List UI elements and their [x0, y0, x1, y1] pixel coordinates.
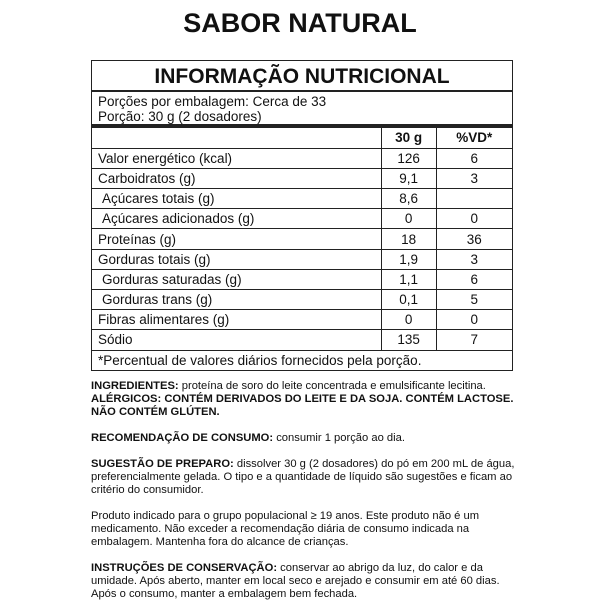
portion-info: Porções por embalagem: Cerca de 33 Porçã… [92, 92, 512, 128]
nutrient-table: 30 g %VD* Valor energético (kcal) 126 6 Car… [92, 128, 512, 351]
nutrient-row: Sódio 135 7 [92, 329, 512, 351]
nutrient-dv: 7 [435, 329, 512, 351]
header-dv: %VD* [435, 128, 512, 149]
nutrient-row: Açúcares adicionados (g) 0 0 [92, 208, 512, 230]
recommendation-label: RECOMENDAÇÃO DE CONSUMO: [91, 432, 274, 444]
preparation: SUGESTÃO DE PREPARO: dissolver 30 g (2 d… [91, 458, 521, 497]
nutrient-name: Açúcares adicionados (g) [92, 208, 382, 230]
ingredients-label: INGREDIENTES: [91, 380, 179, 392]
nutrient-name: Carboidratos (g) [92, 168, 382, 190]
nutrient-row: Açúcares totais (g) 8,6 [92, 188, 512, 210]
warning: Produto indicado para o grupo populacion… [91, 510, 480, 548]
nutrient-amount: 135 [380, 329, 437, 351]
storage-text: conservar ao abrigo da luz, do calor e d… [91, 562, 500, 600]
nutrient-name: Valor energético (kcal) [92, 148, 382, 169]
nutrient-amount: 1,1 [380, 269, 437, 291]
serving-size: Porção: 30 g (2 dosadores) [98, 109, 262, 124]
nutrient-dv: 6 [435, 269, 512, 291]
nutrient-row: Carboidratos (g) 9,1 3 [92, 168, 512, 190]
product-flavor-title: SABOR NATURAL [183, 8, 417, 38]
nutrient-row: Proteínas (g) 18 36 [92, 228, 512, 250]
nutrient-row: Gorduras saturadas (g) 1,1 6 [92, 269, 512, 291]
nutrient-name: Açúcares totais (g) [92, 188, 382, 210]
storage: INSTRUÇÕES DE CONSERVAÇÃO: conservar ao … [91, 562, 521, 601]
nutrient-dv [435, 188, 512, 210]
nutrient-name: Gorduras totais (g) [92, 249, 382, 270]
nutrient-row: Valor energético (kcal) 126 6 [92, 148, 512, 169]
preparation-label: SUGESTÃO DE PREPARO: [91, 458, 234, 470]
nutrient-dv: 3 [435, 249, 512, 270]
recommendation-text: consumir 1 porção ao dia. [273, 432, 405, 444]
nutrient-amount: 126 [380, 148, 437, 169]
nutrient-row: Gorduras totais (g) 1,9 3 [92, 249, 512, 270]
preparation-text: dissolver 30 g (2 dosadores) do pó em 20… [91, 458, 515, 496]
nutrient-name: Gorduras trans (g) [92, 289, 382, 311]
nutrient-row: Gorduras trans (g) 0,1 5 [92, 289, 512, 311]
nutrient-dv: 0 [435, 208, 512, 230]
servings-per-package: Porções por embalagem: Cerca de 33 [98, 94, 327, 109]
storage-label: INSTRUÇÕES DE CONSERVAÇÃO: [91, 562, 278, 574]
nutrient-dv: 36 [435, 228, 512, 250]
nutrient-amount: 1,9 [380, 249, 437, 270]
nutrient-dv: 0 [435, 309, 512, 331]
nutrient-amount: 18 [380, 228, 437, 250]
nutrient-name: Gorduras saturadas (g) [92, 269, 382, 291]
nutrient-dv: 5 [435, 289, 512, 311]
nutrition-heading: INFORMAÇÃO NUTRICIONAL [92, 61, 512, 92]
nutrient-amount: 0 [380, 309, 437, 331]
nutrient-amount: 0,1 [380, 289, 437, 311]
product-information: INGREDIENTES: proteína de soro do leite … [91, 380, 521, 614]
nutrient-row: Fibras alimentares (g) 0 0 [92, 309, 512, 331]
header-amount: 30 g [380, 128, 437, 149]
nutrient-name: Proteínas (g) [92, 228, 382, 250]
nutrient-name: Fibras alimentares (g) [92, 309, 382, 331]
nutrition-facts-table: INFORMAÇÃO NUTRICIONAL Porções por embal… [91, 60, 513, 371]
nutrient-amount: 0 [380, 208, 437, 230]
ingredients: INGREDIENTES: proteína de soro do leite … [91, 380, 521, 419]
recommendation: RECOMENDAÇÃO DE CONSUMO: consumir 1 porç… [91, 432, 521, 445]
nutrient-name: Sódio [92, 329, 382, 351]
allergens: ALÉRGICOS: CONTÉM DERIVADOS DO LEITE E D… [91, 393, 514, 418]
nutrient-amount: 8,6 [380, 188, 437, 210]
ingredients-text: proteína de soro do leite concentrada e … [178, 380, 486, 392]
nutrient-amount: 9,1 [380, 168, 437, 190]
nutrient-dv: 3 [435, 168, 512, 190]
nutrient-dv: 6 [435, 148, 512, 169]
header-nutrient [92, 128, 382, 149]
table-header-row: 30 g %VD* [92, 128, 512, 149]
footnote: *Percentual de valores diários fornecido… [98, 352, 422, 368]
